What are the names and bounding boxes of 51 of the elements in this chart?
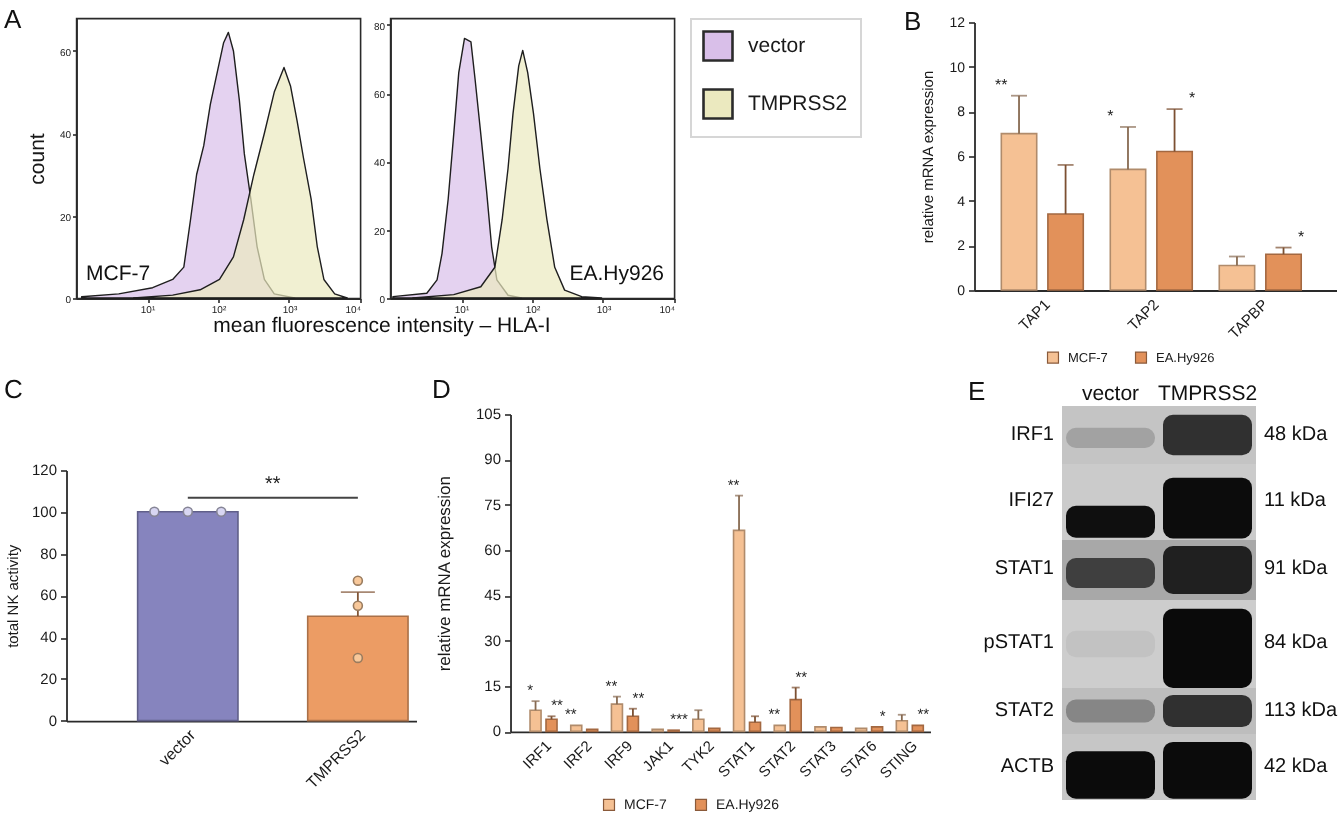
category-label: 113 kDa bbox=[1264, 699, 1338, 721]
data-label: ** bbox=[995, 75, 1008, 94]
text: E bbox=[968, 376, 986, 406]
bar bbox=[748, 722, 762, 733]
legend-label: TMPRSS2 bbox=[748, 92, 848, 116]
bar bbox=[529, 710, 542, 733]
bar bbox=[732, 530, 746, 733]
bar bbox=[1109, 168, 1147, 291]
data-label: * bbox=[1107, 106, 1114, 125]
annotation: MCF-7 bbox=[86, 262, 151, 286]
bar bbox=[545, 719, 558, 733]
bar bbox=[895, 720, 909, 733]
category-label: 84 kDa bbox=[1264, 632, 1328, 654]
bar bbox=[1000, 132, 1038, 291]
bar bbox=[1156, 150, 1194, 291]
bar bbox=[569, 725, 583, 733]
bar bbox=[870, 726, 884, 733]
legend-label: vector bbox=[748, 34, 807, 58]
category-label: IRF1 bbox=[1010, 423, 1054, 445]
annotation: EA.Hy926 bbox=[569, 262, 665, 286]
category-label: 11 kDa bbox=[1264, 490, 1326, 512]
category-label: IFI27 bbox=[1008, 490, 1054, 512]
bar bbox=[814, 726, 827, 733]
category-label: 91 kDa bbox=[1264, 558, 1328, 580]
chart-title: A bbox=[4, 4, 22, 34]
bar bbox=[1265, 253, 1303, 291]
bar bbox=[610, 703, 624, 733]
bar bbox=[789, 699, 803, 733]
y-axis-title: relative mRNA expression bbox=[433, 476, 454, 672]
bar bbox=[1218, 264, 1256, 291]
category-label: vector bbox=[1081, 381, 1140, 406]
bar bbox=[626, 716, 640, 733]
category-label: STAT2 bbox=[994, 699, 1054, 721]
chart-title: D bbox=[432, 374, 451, 404]
category-label: STAT1 bbox=[994, 558, 1054, 580]
annotation: ** bbox=[265, 473, 281, 496]
bar bbox=[692, 719, 705, 733]
category-label: pSTAT1 bbox=[983, 632, 1054, 654]
chart-title: C bbox=[4, 374, 23, 404]
bar bbox=[911, 725, 925, 733]
chart-title: B bbox=[904, 6, 922, 36]
data-label: * bbox=[1189, 89, 1196, 108]
category-label: 48 kDa bbox=[1264, 423, 1328, 445]
category-label: TMPRSS2 bbox=[1157, 381, 1258, 406]
category-label: 42 kDa bbox=[1264, 755, 1328, 777]
y-axis-title: count bbox=[25, 133, 50, 185]
bar bbox=[773, 725, 787, 733]
category-label: ACTB bbox=[1000, 755, 1054, 777]
bar bbox=[1047, 213, 1085, 291]
x-axis-title: mean fluorescence intensity – HLA-I bbox=[213, 313, 551, 338]
data-label: * bbox=[1298, 227, 1305, 246]
